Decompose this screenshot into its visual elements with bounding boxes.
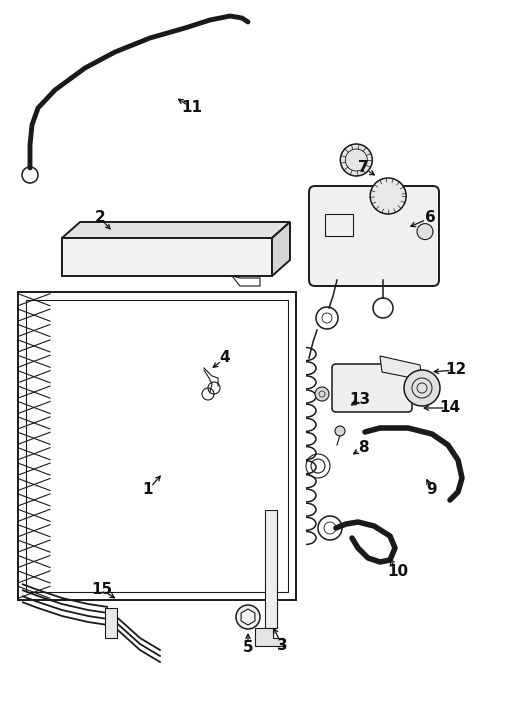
Circle shape [315,387,329,401]
Text: 13: 13 [349,393,370,407]
Bar [265,510,277,628]
Text: 12: 12 [445,362,466,378]
Polygon shape [62,222,290,238]
Bar [62,238,272,276]
Polygon shape [272,222,290,276]
Circle shape [335,426,345,436]
Text: 5: 5 [243,640,253,656]
Text: 1: 1 [143,482,153,497]
Circle shape [417,224,433,240]
Bar [26,300,288,592]
Text: 4: 4 [220,350,231,365]
Text: 14: 14 [439,401,461,415]
Polygon shape [380,356,422,380]
Circle shape [404,370,440,406]
Bar [18,292,296,600]
FancyBboxPatch shape [332,364,412,412]
Text: 2: 2 [95,211,105,225]
Text: 3: 3 [277,638,287,653]
Text: 7: 7 [358,160,368,175]
Circle shape [370,178,406,214]
Polygon shape [255,628,283,646]
Text: 8: 8 [358,440,368,456]
Text: 15: 15 [92,583,112,598]
Text: 10: 10 [387,565,409,580]
Bar [105,608,117,638]
Circle shape [236,605,260,629]
Text: 6: 6 [425,211,435,225]
Circle shape [340,144,372,176]
Text: 9: 9 [427,482,437,497]
FancyBboxPatch shape [309,186,439,286]
Bar [325,214,353,236]
Text: 11: 11 [181,100,202,116]
